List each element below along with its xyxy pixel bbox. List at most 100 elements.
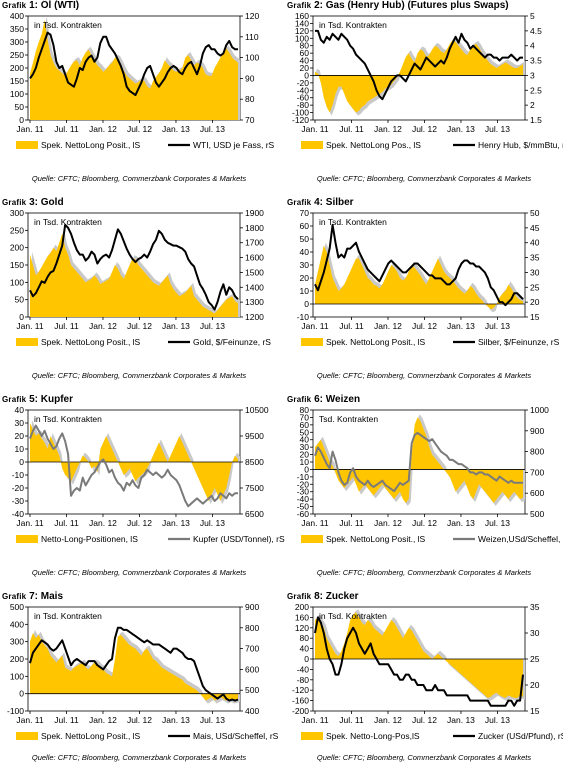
tick-label-x: Jul. 12: [127, 124, 152, 134]
tick-label-left: 40: [300, 435, 310, 445]
tick-label-left: 70: [300, 412, 310, 422]
tick-label-right: 20: [530, 297, 540, 307]
tick-label-x: Jan. 12: [374, 124, 402, 134]
tick-label-left: 200: [10, 63, 24, 73]
legend-swatch-area: [16, 141, 38, 149]
tick-label-right: 10500: [245, 405, 269, 415]
tick-label-right: 30: [530, 628, 540, 638]
unit-label: in Tsd. Kontrakten: [319, 20, 387, 30]
tick-label-left: 50: [15, 102, 25, 112]
tick-label-left: 80: [300, 633, 310, 643]
tick-label-left: 50: [300, 427, 310, 437]
source-note: Quelle: CFTC; Bloomberg, Commerzbank Cor…: [316, 568, 532, 577]
tick-label-left: 160: [295, 612, 309, 622]
chart-panel-2: Grafik 2: Gas (Henry Hub) (Futures plus …: [285, 0, 563, 190]
tick-label-x: Jul. 11: [54, 124, 79, 134]
tick-label-left: 0: [304, 464, 309, 474]
tick-label-left: -50: [297, 502, 310, 512]
series-area-positions: [30, 633, 238, 701]
chart-number: 6: [314, 394, 320, 405]
tick-label-right: 45: [530, 223, 540, 233]
tick-label-right: 800: [245, 623, 259, 633]
chart-title: Grafik 2: Gas (Henry Hub) (Futures plus …: [287, 0, 509, 11]
tick-label-x: Jan. 11: [301, 518, 329, 528]
legend-label-area: Spek. NettoLong Posit., lS: [41, 731, 141, 741]
tick-label-left: -100: [292, 108, 309, 118]
source-note: Quelle: CFTC; Bloomberg, Commerzbank Cor…: [31, 371, 247, 380]
tick-label-right: 700: [245, 644, 259, 654]
tick-label-right: 80: [245, 94, 255, 104]
tick-label-x: Jul. 13: [485, 518, 510, 528]
tick-label-left: 60: [300, 420, 310, 430]
chart-svg: -120-100-80-60-40-2002040608010012014016…: [292, 11, 563, 150]
tick-label-x: Jan. 12: [89, 518, 117, 528]
tick-label-x: Jan. 13: [447, 715, 475, 725]
tick-label-left: 400: [10, 619, 24, 629]
legend-swatch-area: [301, 535, 323, 543]
legend-label-area: Netto-Long-Positionen, lS: [41, 534, 138, 544]
tick-label-left: 40: [300, 56, 310, 66]
chart-panel-6: Grafik 6: Weizen -60 -50 -40 -30 -20 -10 0 10 20…: [285, 394, 563, 584]
tick-label-left: -40: [297, 85, 310, 95]
unit-label: in Tsd. Kontrakten: [319, 217, 387, 227]
tick-label-x: Jan. 12: [89, 715, 117, 725]
tick-label-x: Jan. 13: [447, 321, 475, 331]
series-line-price: [29, 31, 238, 97]
tick-label-left: 30: [300, 442, 310, 452]
tick-label-right: 9500: [245, 431, 264, 441]
tick-label-right: 100: [245, 53, 259, 63]
tick-label-x: Jan. 11: [16, 124, 44, 134]
tick-label-right: 50: [530, 208, 540, 218]
tick-label-right: 40: [530, 238, 540, 248]
series-line-price: [314, 431, 523, 493]
legend-label-line: Gold, $/Feinunze, rS: [193, 337, 271, 347]
series-area-positions: [30, 233, 238, 317]
grafik-prefix: Grafik: [287, 198, 312, 207]
tick-label-left: 140: [295, 18, 309, 28]
tick-label-left: 0: [19, 115, 24, 125]
tick-label-x: Jul. 11: [54, 518, 79, 528]
tick-label-right: 500: [245, 685, 259, 695]
tick-label-left: 250: [10, 50, 24, 60]
tick-label-left: -160: [292, 696, 309, 706]
tick-label-left: -20: [297, 78, 310, 88]
legend-label-area: Spek. NettoLong Pos., lS: [326, 140, 421, 150]
tick-label-right: 25: [530, 282, 540, 292]
chart-number: 1: [29, 0, 35, 11]
unit-label: in Tsd. Kontrakten: [34, 611, 102, 621]
tick-label-left: 100: [10, 671, 24, 681]
tick-label-right: 1600: [245, 253, 264, 263]
tick-label-left: -40: [12, 509, 25, 519]
tick-label-left: 80: [300, 405, 310, 415]
tick-label-x: Jul. 13: [485, 321, 510, 331]
legend-swatch-area: [16, 732, 38, 740]
tick-label-x: Jul. 12: [127, 715, 152, 725]
tick-label-right: 1000: [530, 405, 549, 415]
tick-label-x: Jul. 11: [339, 124, 364, 134]
tick-label-left: -10: [297, 312, 310, 322]
chart-number: 7: [29, 591, 35, 602]
tick-label-left: 60: [300, 221, 310, 231]
source-note: Quelle: CFTC; Bloomberg, Commerzbank Cor…: [316, 753, 532, 762]
tick-label-x: Jan. 11: [301, 321, 329, 331]
tick-label-x: Jul. 13: [200, 321, 225, 331]
tick-label-left: -40: [297, 494, 310, 504]
tick-label-x: Jan. 13: [162, 715, 190, 725]
series-line-price: [315, 29, 523, 101]
tick-label-left: -20: [12, 483, 25, 493]
tick-label-right: 3: [530, 70, 535, 80]
tick-label-right: 4: [530, 41, 535, 51]
tick-label-left: 20: [15, 431, 25, 441]
tick-label-x: Jul. 13: [485, 124, 510, 134]
source-note: Quelle: CFTC; Bloomberg, Commerzbank Cor…: [316, 371, 532, 380]
tick-label-right: 4.5: [530, 26, 542, 36]
tick-label-left: -60: [297, 93, 310, 103]
tick-label-left: 20: [300, 63, 310, 73]
tick-label-left: -80: [297, 675, 310, 685]
grafik-prefix: Grafik: [2, 592, 27, 601]
tick-label-x: Jul. 11: [339, 321, 364, 331]
legend-label-line: Zucker (USd/Pfund), rS: [478, 731, 563, 741]
tick-label-left: 30: [300, 260, 310, 270]
tick-label-left: 120: [295, 26, 309, 36]
